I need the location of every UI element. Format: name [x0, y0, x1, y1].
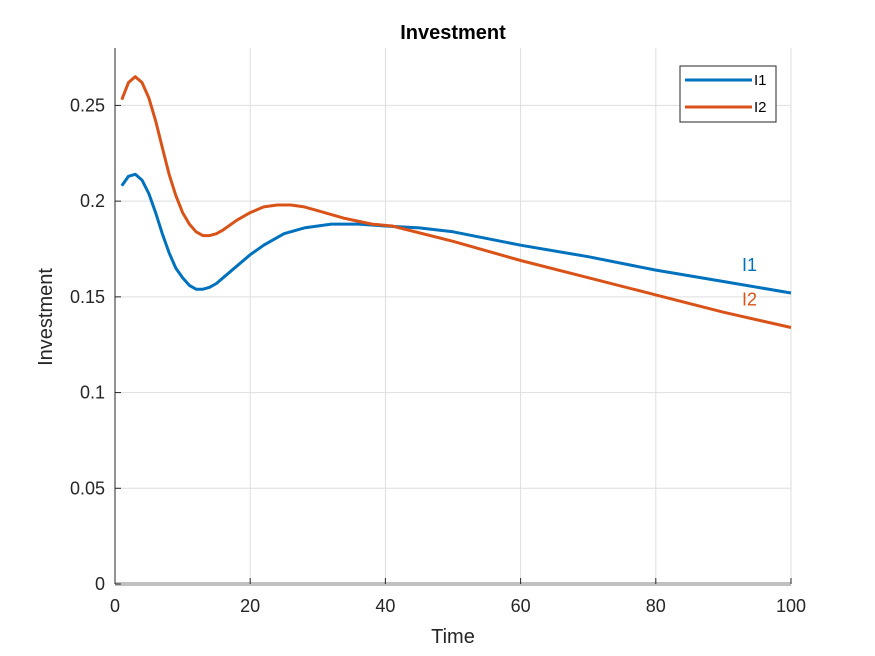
y-tick-label: 0.15 — [70, 287, 105, 307]
x-tick-label: 0 — [110, 596, 120, 616]
grid — [115, 48, 792, 584]
x-tick-label: 20 — [240, 596, 260, 616]
end-label-i1: I1 — [742, 255, 757, 275]
legend-label-i1: I1 — [754, 72, 767, 89]
series-line-i1 — [120, 172, 792, 295]
end-label-i2: I2 — [742, 289, 757, 309]
y-tick-label: 0.05 — [70, 478, 105, 498]
legend-box — [679, 65, 777, 123]
y-tick-label: 0.25 — [70, 95, 105, 115]
x-axis-label: Time — [431, 626, 475, 648]
axis-labels: Investment Time Investment — [35, 22, 506, 648]
y-tick-label: 0.2 — [80, 191, 105, 211]
x-tick-label: 40 — [375, 596, 395, 616]
series-line-i2 — [120, 75, 792, 329]
series-lines — [120, 75, 792, 329]
y-tick-label: 0 — [95, 574, 105, 594]
series-end-labels: I1 I2 — [742, 255, 757, 309]
x-tick-label: 100 — [776, 596, 806, 616]
x-tick-label: 60 — [511, 596, 531, 616]
axes: 0 20 40 60 80 100 0 0.05 0.1 0.15 0.2 0.25 — [70, 48, 806, 616]
y-tick-label: 0.1 — [80, 383, 105, 403]
legend-label-i2: I2 — [754, 99, 767, 116]
y-axis-label: Investment — [35, 268, 57, 366]
chart-title: Investment — [400, 22, 506, 44]
x-tick-label: 80 — [646, 596, 666, 616]
legend: I1 I2 — [679, 65, 777, 123]
